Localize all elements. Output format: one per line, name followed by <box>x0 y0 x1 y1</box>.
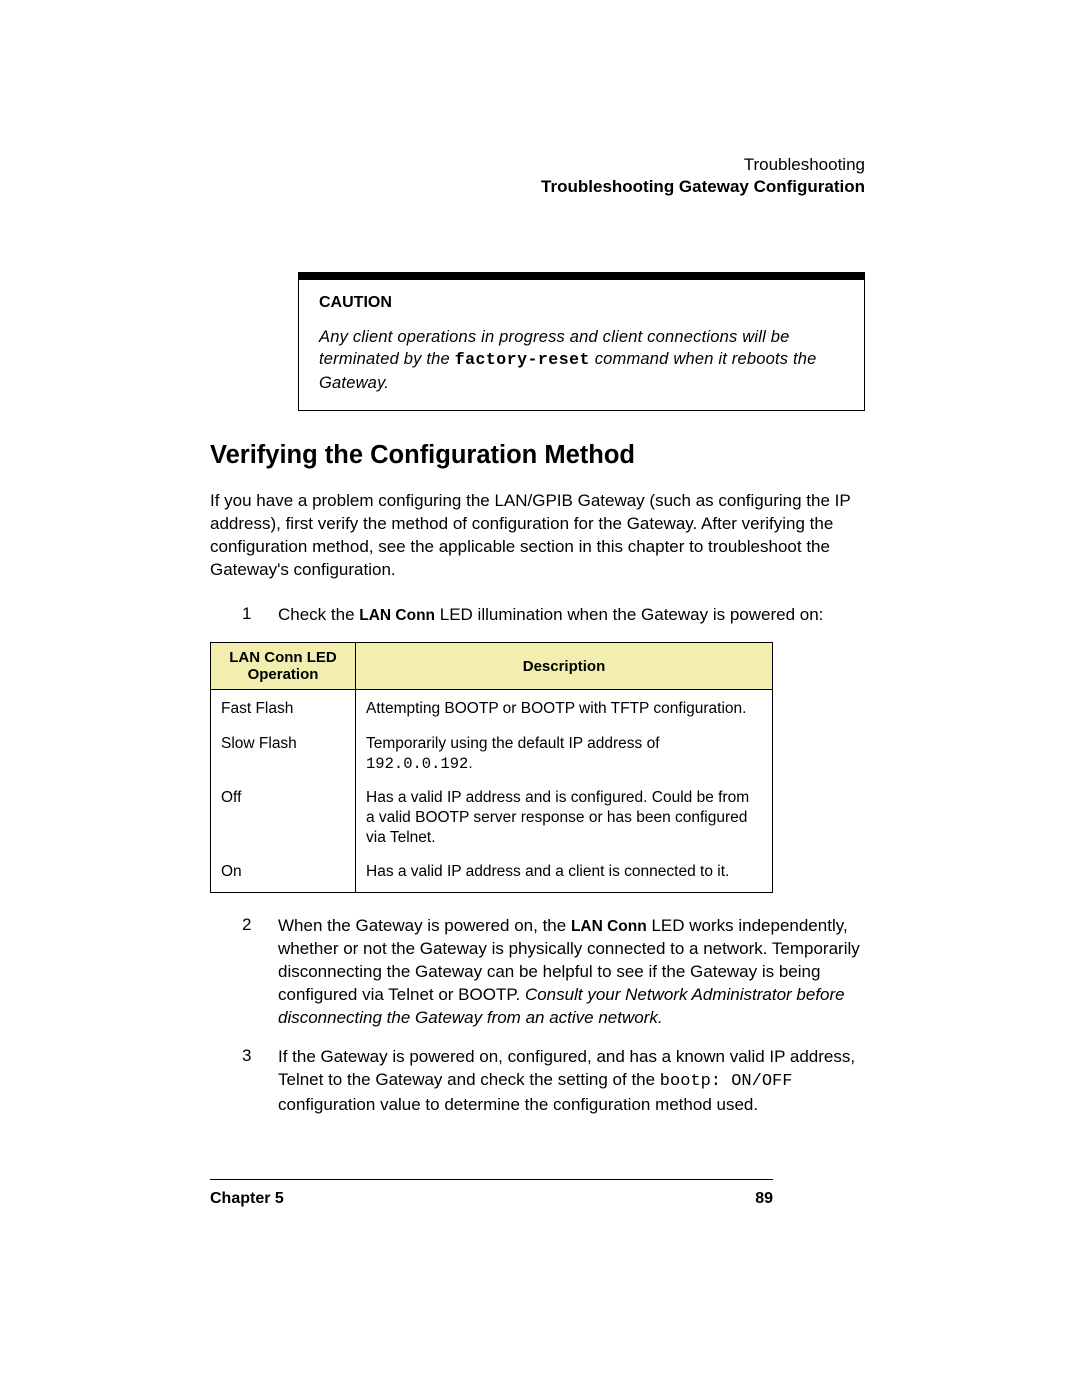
table-header-description: Description <box>356 643 773 690</box>
table-header-operation: LAN Conn LED Operation <box>211 643 356 690</box>
step-2-number: 2 <box>242 915 278 1030</box>
caution-text: Any client operations in progress and cl… <box>319 326 844 394</box>
header-chapter: Troubleshooting <box>210 155 865 175</box>
th-col1-line2: Operation <box>248 666 319 683</box>
table-row: Off Has a valid IP address and is config… <box>211 781 773 855</box>
desc-before: Has a valid IP address and is configured… <box>366 789 749 846</box>
desc-before: Temporarily using the default IP address… <box>366 735 660 752</box>
table-cell-op: Fast Flash <box>211 690 356 727</box>
desc-after: . <box>468 755 472 772</box>
footer-chapter: Chapter 5 <box>210 1190 284 1208</box>
caution-box: CAUTION Any client operations in progres… <box>298 272 865 411</box>
table-cell-desc: Has a valid IP address and a client is c… <box>356 855 773 893</box>
desc-code: 192.0.0.192 <box>366 755 468 773</box>
table-header-row: LAN Conn LED Operation Description <box>211 643 773 690</box>
footer-page-number: 89 <box>755 1190 773 1208</box>
step-3-after: configuration value to determine the con… <box>278 1095 758 1114</box>
step-2-content: When the Gateway is powered on, the LAN … <box>278 915 865 1030</box>
desc-before: Attempting BOOTP or BOOTP with TFTP conf… <box>366 700 746 717</box>
step-1: 1 Check the LAN Conn LED illumination wh… <box>242 604 865 627</box>
header-section-title: Troubleshooting Gateway Configuration <box>210 177 865 197</box>
step-1-bold: LAN Conn <box>359 607 435 624</box>
table-row: Fast Flash Attempting BOOTP or BOOTP wit… <box>211 690 773 727</box>
footer-rule <box>210 1179 773 1180</box>
table-cell-desc: Temporarily using the default IP address… <box>356 727 773 781</box>
table-cell-op: On <box>211 855 356 893</box>
step-3: 3 If the Gateway is powered on, configur… <box>242 1046 865 1117</box>
step-3-code: bootp: ON/OFF <box>660 1072 793 1091</box>
step-1-before: Check the <box>278 605 359 624</box>
step-2-bold: LAN Conn <box>571 918 647 935</box>
step-3-number: 3 <box>242 1046 278 1117</box>
page-header: Troubleshooting Troubleshooting Gateway … <box>210 155 865 197</box>
desc-before: Has a valid IP address and a client is c… <box>366 863 729 880</box>
table-cell-op: Slow Flash <box>211 727 356 781</box>
table-row: On Has a valid IP address and a client i… <box>211 855 773 893</box>
led-table: LAN Conn LED Operation Description Fast … <box>210 642 773 893</box>
step-3-content: If the Gateway is powered on, configured… <box>278 1046 865 1117</box>
caution-label: CAUTION <box>319 294 844 312</box>
step-1-after: LED illumination when the Gateway is pow… <box>435 605 823 624</box>
table-row: Slow Flash Temporarily using the default… <box>211 727 773 781</box>
page-footer: Chapter 5 89 <box>210 1190 773 1208</box>
step-1-content: Check the LAN Conn LED illumination when… <box>278 604 865 627</box>
step-1-number: 1 <box>242 604 278 627</box>
intro-paragraph: If you have a problem configuring the LA… <box>210 490 865 582</box>
caution-code: factory-reset <box>455 350 590 369</box>
th-col1-line1: LAN Conn LED <box>229 649 336 666</box>
step-2: 2 When the Gateway is powered on, the LA… <box>242 915 865 1030</box>
table-cell-op: Off <box>211 781 356 855</box>
table-cell-desc: Has a valid IP address and is configured… <box>356 781 773 855</box>
table-cell-desc: Attempting BOOTP or BOOTP with TFTP conf… <box>356 690 773 727</box>
section-title: Verifying the Configuration Method <box>210 441 865 470</box>
step-2-before: When the Gateway is powered on, the <box>278 916 571 935</box>
